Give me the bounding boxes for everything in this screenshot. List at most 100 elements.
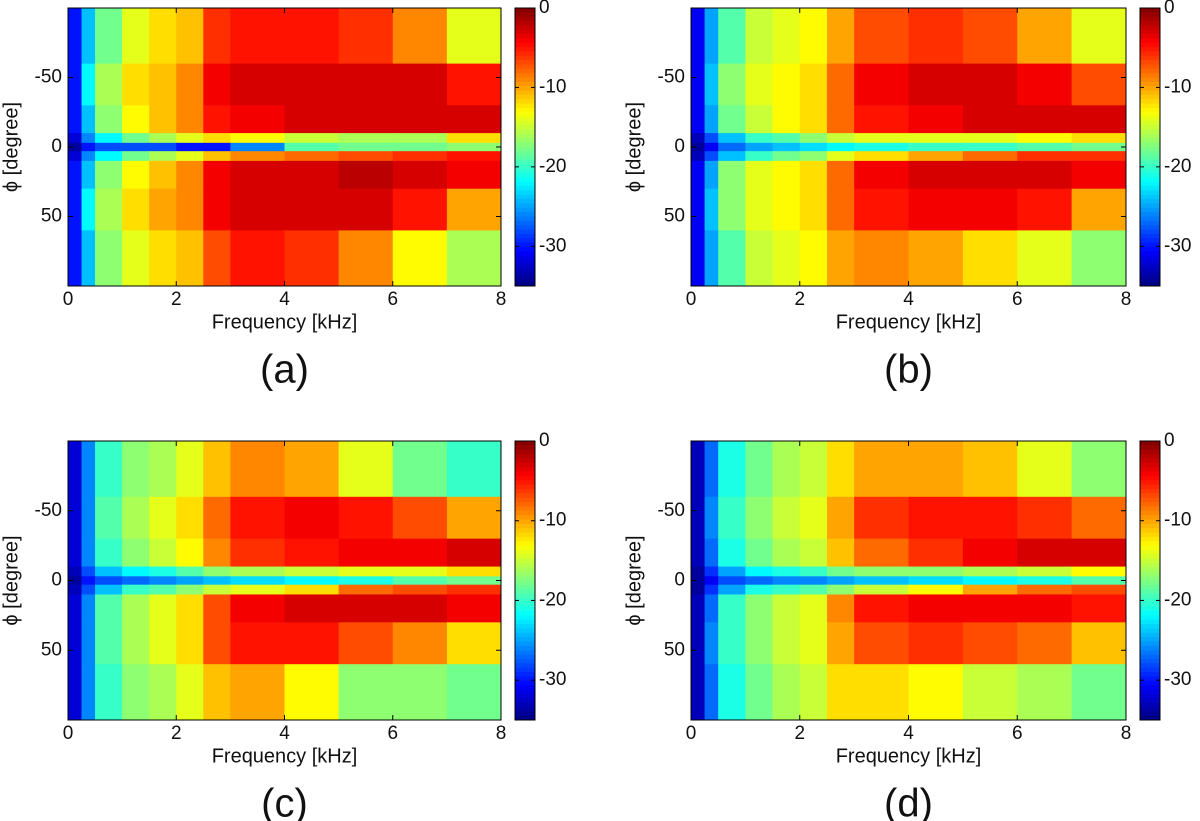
colorbar-swatch (1140, 484, 1160, 490)
heatmap-cell (446, 538, 502, 568)
colorbar-swatch (1140, 238, 1160, 244)
colorbar-swatch (515, 21, 535, 26)
colorbar-swatch (515, 160, 535, 165)
colorbar-swatch (515, 693, 535, 699)
heatmap-cell (772, 8, 801, 65)
x-tick-label: 0 (63, 723, 74, 744)
colorbar-swatch (1140, 502, 1160, 507)
heatmap-cell (392, 230, 448, 287)
colorbar-swatch (515, 259, 535, 265)
heatmap-cell (149, 496, 177, 540)
heatmap-cell (338, 151, 394, 162)
colorbar-swatch (1140, 77, 1160, 83)
colorbar-swatch (515, 475, 535, 481)
colorbar-swatch (1140, 116, 1160, 122)
heatmap-cell (149, 142, 177, 152)
heatmap-cell (854, 584, 909, 595)
heatmap-cell (338, 230, 394, 287)
heatmap-cell (908, 584, 964, 595)
colorbar-swatch (1140, 462, 1160, 468)
heatmap-cell (772, 105, 801, 134)
colorbar-swatch (515, 480, 535, 486)
heatmap-cell (1017, 105, 1073, 134)
heatmap-cell (284, 133, 340, 144)
colorbar-swatch (1140, 441, 1160, 446)
colorbar-swatch (515, 519, 535, 525)
colorbar-swatch (515, 47, 535, 52)
heatmap-cell (81, 594, 96, 623)
heatmap-cell (122, 105, 150, 134)
heatmap-cell (691, 594, 706, 623)
colorbar-swatch (1140, 606, 1160, 612)
colorbar-swatch (515, 715, 535, 721)
colorbar-swatch (515, 151, 535, 157)
colorbar-swatch (515, 164, 535, 170)
heatmap-cell (230, 566, 285, 577)
heatmap-cell (1017, 151, 1073, 162)
heatmap-cell (446, 441, 502, 498)
colorbar-swatch (1140, 497, 1160, 503)
heatmap-cell (718, 160, 746, 190)
colorbar-swatch (1140, 277, 1160, 283)
heatmap-cell (338, 622, 394, 665)
heatmap-cell (68, 576, 83, 586)
colorbar-swatch (1140, 186, 1160, 191)
colorbar-swatch (1140, 68, 1160, 74)
colorbar-frame (514, 440, 536, 721)
colorbar-swatch (515, 112, 535, 118)
heatmap-cell (704, 63, 719, 106)
heatmap-cell (908, 133, 964, 144)
heatmap-cell (1017, 441, 1073, 498)
y-tick-label: -50 (658, 500, 685, 521)
heatmap-cell (745, 538, 774, 568)
x-tick-label: 0 (686, 289, 697, 310)
heatmap-cell (95, 63, 123, 106)
heatmap-cell (718, 566, 746, 577)
heatmap-cell (962, 142, 1018, 152)
heatmap-cell (704, 622, 719, 665)
colorbar-swatch (1140, 203, 1160, 209)
x-axis-label: Frequency [kHz] (836, 311, 982, 333)
heatmap-cell (854, 496, 909, 540)
colorbar-swatch (1140, 693, 1160, 699)
colorbar-swatch (1140, 207, 1160, 213)
heatmap-cell (799, 566, 828, 577)
heatmap-cell (826, 133, 855, 144)
heatmap-cell (772, 576, 801, 586)
colorbar-swatch (1140, 667, 1160, 673)
colorbar-swatch (515, 637, 535, 643)
colorbar-swatch (515, 602, 535, 608)
colorbar-swatch (1140, 194, 1160, 200)
colorbar-swatch (1140, 528, 1160, 534)
colorbar-swatch (515, 497, 535, 503)
colorbar-tick-label: -30 (1164, 669, 1191, 690)
colorbar-swatch (1140, 567, 1160, 573)
heatmap-cell (704, 142, 719, 152)
colorbar-swatch (1140, 645, 1160, 651)
colorbar-swatch (1140, 580, 1160, 586)
y-axis-label: ϕ [degree] (623, 535, 645, 625)
colorbar-swatch (1140, 624, 1160, 629)
colorbar-swatch (1140, 229, 1160, 235)
heatmap-cell (284, 566, 340, 577)
colorbar-swatch (1140, 593, 1160, 599)
colorbar-swatch (515, 658, 535, 664)
heatmap-cell (392, 188, 448, 231)
heatmap-cell (826, 584, 855, 595)
colorbar-swatch (515, 60, 535, 65)
colorbar-swatch (1140, 619, 1160, 625)
x-tick-label: 8 (1121, 723, 1132, 744)
colorbar-swatch (1140, 571, 1160, 577)
colorbar-swatch (515, 103, 535, 109)
colorbar-tick-label: -30 (539, 235, 566, 256)
heatmap-cell (1017, 576, 1073, 586)
heatmap-cell (176, 8, 204, 65)
heatmap-cell (962, 133, 1018, 144)
heatmap-cell (1071, 496, 1127, 540)
colorbar-tick-label: -20 (539, 589, 566, 610)
heatmap-cell (284, 441, 340, 498)
colorbar-swatch (1140, 685, 1160, 690)
colorbar-swatch (515, 458, 535, 464)
heatmap-cell (772, 151, 801, 162)
colorbar-swatch (1140, 181, 1160, 187)
